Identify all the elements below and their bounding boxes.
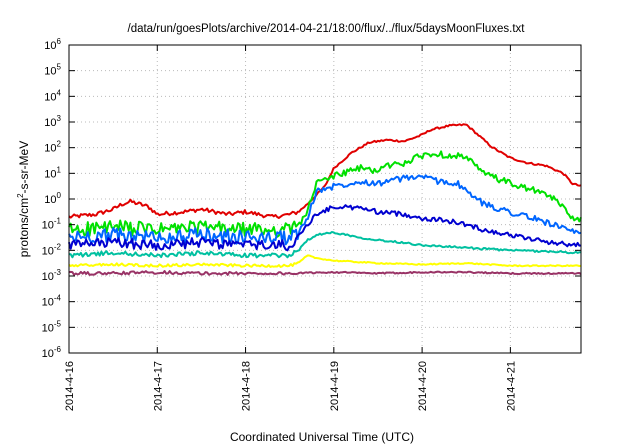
y-tick-label-base: 10	[42, 271, 54, 283]
y-tick-label: 100	[44, 191, 61, 206]
y-tick-label-base: 10	[42, 322, 54, 334]
y-axis-label-rest: -s-sr-MeV	[17, 141, 31, 194]
y-axis-label: protons/cm2-s-sr-MeV	[16, 141, 31, 257]
series-line-1	[68, 123, 582, 219]
y-axis-label-sup: 2	[16, 193, 25, 198]
y-tick-label-base: 10	[44, 168, 56, 180]
series-line-7	[68, 270, 582, 276]
y-tick-label-base: 10	[44, 91, 56, 103]
x-axis-ticks: 2014-4-16 2014-4-17 2014-4-18 2014-4-19 2014…	[64, 45, 517, 411]
series-line-6	[68, 254, 582, 268]
chart-title: /data/run/goesPlots/archive/2014-04-21/1…	[128, 23, 526, 35]
y-tick-label-exp: 3	[57, 114, 62, 123]
y-tick-label-base: 10	[44, 143, 56, 155]
y-tick-label-exp: -2	[54, 242, 62, 251]
x-tick-label: 2014-4-16	[64, 361, 76, 411]
series-line-5	[68, 231, 581, 259]
y-axis-label-base: protons/cm	[17, 198, 31, 257]
x-axis-label: Coordinated Universal Time (UTC)	[230, 430, 414, 444]
y-tick-label-exp: -4	[54, 294, 62, 303]
x-tick-label: 2014-4-20	[417, 361, 429, 411]
y-tick-label-exp: -5	[54, 319, 62, 328]
y-tick-label: 106	[44, 37, 61, 52]
series-line-3	[68, 174, 582, 246]
y-tick-label: 105	[44, 63, 61, 78]
y-tick-label-exp: 1	[57, 165, 62, 174]
y-tick-label: 10-4	[42, 294, 62, 309]
y-tick-label: 101	[44, 165, 61, 180]
y-tick-label-exp: -6	[54, 345, 62, 354]
y-tick-label: 10-1	[42, 217, 62, 232]
x-tick-label: 2014-4-21	[505, 361, 517, 411]
y-tick-label-base: 10	[42, 245, 54, 257]
y-tick-label-base: 10	[42, 348, 54, 360]
y-tick-label-exp: 5	[57, 63, 62, 72]
y-tick-label-exp: -1	[54, 217, 62, 226]
grid-lines	[69, 45, 581, 353]
series-line-4	[68, 204, 582, 252]
y-tick-label: 102	[44, 140, 61, 155]
y-tick-label-exp: 4	[57, 88, 62, 97]
y-tick-label-base: 10	[44, 194, 56, 206]
y-tick-label: 103	[44, 114, 61, 129]
y-axis-ticks: 10610510410310210110010-110-210-310-410-…	[42, 37, 581, 360]
y-tick-label-base: 10	[42, 297, 54, 309]
y-tick-label: 10-3	[42, 268, 62, 283]
x-tick-label: 2014-4-18	[241, 361, 253, 411]
y-tick-label: 10-2	[42, 242, 62, 257]
y-tick-label-base: 10	[42, 220, 54, 232]
y-tick-label: 10-5	[42, 319, 62, 334]
y-tick-label-base: 10	[44, 40, 56, 52]
x-tick-label: 2014-4-17	[152, 361, 164, 411]
series-line-2	[68, 150, 582, 238]
y-tick-label: 104	[44, 88, 61, 103]
y-tick-label-exp: 2	[57, 140, 62, 149]
y-tick-label: 10-6	[42, 345, 62, 360]
y-tick-label-exp: 0	[57, 191, 62, 200]
y-tick-label-base: 10	[44, 66, 56, 78]
x-tick-label: 2014-4-19	[329, 361, 341, 411]
y-tick-label-exp: -3	[54, 268, 62, 277]
y-tick-label-exp: 6	[57, 37, 62, 46]
series-lines	[68, 123, 582, 276]
y-tick-label-base: 10	[44, 117, 56, 129]
